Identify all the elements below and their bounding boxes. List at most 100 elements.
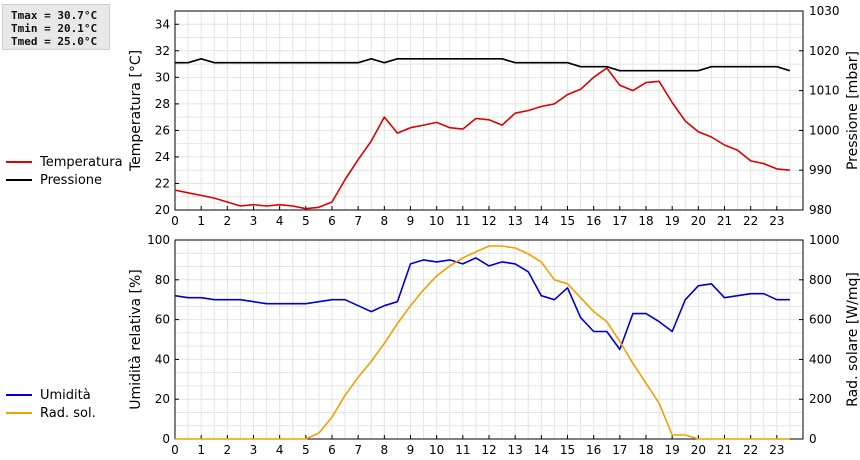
x-tick-label: 17 (612, 214, 627, 228)
y-left-axis-title: Umidità relativa [%] (128, 269, 144, 410)
x-tick-label: 3 (250, 214, 258, 228)
y-right-tick-label: 0 (809, 432, 817, 446)
temperature-stats-box: Tmax = 30.7°C Tmin = 20.1°C Tmed = 25.0°… (2, 4, 110, 50)
y-right-tick-label: 990 (809, 163, 832, 177)
y-right-tick-label: 1020 (809, 44, 840, 58)
x-tick-label: 18 (638, 443, 653, 457)
y-left-tick-label: 40 (155, 352, 170, 366)
y-right-tick-label: 980 (809, 203, 832, 217)
legend-item-rad-sol: Rad. sol. (6, 404, 156, 422)
x-tick-label: 8 (381, 443, 389, 457)
legend-label: Pressione (40, 172, 103, 188)
legend-item-pressione: Pressione (6, 171, 156, 189)
x-tick-label: 22 (743, 443, 758, 457)
temperature-pressure-panel: 0 1 2 3 4 5 6 7 8 9 10 11 12 13 14 15 16 17 18 19 20 21 22 2320… (128, 4, 860, 228)
rad-sol-swatch (6, 412, 32, 414)
y-right-tick-label: 600 (809, 313, 832, 327)
x-tick-label: 19 (665, 443, 680, 457)
x-tick-label: 19 (665, 214, 680, 228)
series-line-umidit (174, 257, 790, 351)
x-tick-label: 4 (276, 214, 284, 228)
y-right-tick-label: 800 (809, 273, 832, 287)
y-right-tick-label: 1000 (809, 123, 840, 137)
y-left-axis-title: Temperatura [°C] (128, 50, 144, 172)
x-tick-label: 14 (534, 443, 549, 457)
x-tick-label: 21 (717, 214, 732, 228)
legend-top: Temperatura Pressione (6, 153, 156, 189)
y-left-tick-label: 20 (155, 203, 170, 217)
x-tick-label: 11 (455, 214, 470, 228)
x-tick-label: 4 (276, 443, 284, 457)
legend-label: Rad. sol. (40, 405, 96, 421)
x-tick-label: 13 (508, 214, 523, 228)
x-tick-label: 8 (381, 214, 389, 228)
x-tick-label: 0 (171, 443, 179, 457)
x-tick-label: 14 (534, 214, 549, 228)
y-right-tick-label: 200 (809, 392, 832, 406)
x-tick-label: 20 (691, 443, 706, 457)
temperatura-swatch (6, 161, 32, 163)
x-tick-label: 9 (407, 443, 415, 457)
legend-label: Temperatura (40, 154, 123, 170)
x-tick-label: 10 (429, 443, 444, 457)
y-right-axis-title: Pressione [mbar] (845, 51, 860, 170)
y-right-tick-label: 1000 (809, 233, 840, 247)
tmax-value: Tmax = 30.7°C (11, 9, 98, 22)
tmed-value: Tmed = 25.0°C (11, 35, 98, 48)
y-right-tick-label: 1030 (809, 4, 840, 18)
x-tick-label: 16 (586, 214, 601, 228)
y-left-tick-label: 28 (155, 97, 170, 111)
pressione-swatch (6, 179, 32, 181)
x-tick-label: 15 (560, 443, 575, 457)
x-tick-label: 12 (481, 214, 496, 228)
x-tick-label: 1 (197, 443, 205, 457)
y-left-tick-label: 100 (147, 233, 170, 247)
x-tick-label: 17 (612, 443, 627, 457)
y-left-tick-label: 24 (155, 150, 170, 164)
legend-bottom: Umidità Rad. sol. (6, 386, 156, 422)
x-tick-label: 7 (354, 214, 362, 228)
x-tick-label: 18 (638, 214, 653, 228)
umidita-swatch (6, 394, 32, 396)
x-tick-label: 2 (224, 214, 232, 228)
y-right-tick-label: 400 (809, 352, 832, 366)
y-left-tick-label: 26 (155, 123, 170, 137)
x-tick-label: 20 (691, 214, 706, 228)
x-tick-label: 12 (481, 443, 496, 457)
tmin-value: Tmin = 20.1°C (11, 22, 98, 35)
x-tick-label: 1 (197, 214, 205, 228)
x-tick-label: 21 (717, 443, 732, 457)
y-left-tick-label: 32 (155, 44, 170, 58)
x-tick-label: 10 (429, 214, 444, 228)
series-line-temperatura (174, 67, 790, 210)
y-left-tick-label: 34 (155, 17, 170, 31)
x-tick-label: 15 (560, 214, 575, 228)
series-line-pressione (175, 57, 791, 72)
legend-label: Umidità (40, 387, 91, 403)
x-tick-label: 9 (407, 214, 415, 228)
x-tick-label: 22 (743, 214, 758, 228)
y-left-tick-label: 80 (155, 273, 170, 287)
x-tick-label: 5 (302, 443, 310, 457)
legend-item-umidita: Umidità (6, 386, 156, 404)
x-tick-label: 3 (250, 443, 258, 457)
y-left-tick-label: 60 (155, 313, 170, 327)
y-left-tick-label: 22 (155, 176, 170, 190)
x-tick-label: 23 (769, 443, 784, 457)
x-tick-label: 2 (224, 443, 232, 457)
legend-item-temperatura: Temperatura (6, 153, 156, 171)
x-tick-label: 0 (171, 214, 179, 228)
x-tick-label: 6 (328, 443, 336, 457)
humidity-radiation-panel: 0 1 2 3 4 5 6 7 8 9 10 11 12 13 14 15 16 17 18 19 20 21 22 2302… (128, 233, 860, 457)
y-left-tick-label: 20 (155, 392, 170, 406)
y-left-tick-label: 30 (155, 70, 170, 84)
x-tick-label: 11 (455, 443, 470, 457)
y-right-axis-title: Rad. solare [W/mq] (845, 272, 860, 407)
x-tick-label: 5 (302, 214, 310, 228)
y-right-tick-label: 1010 (809, 84, 840, 98)
x-tick-label: 6 (328, 214, 336, 228)
x-tick-label: 23 (769, 214, 784, 228)
y-left-tick-label: 0 (162, 432, 170, 446)
x-tick-label: 13 (508, 443, 523, 457)
